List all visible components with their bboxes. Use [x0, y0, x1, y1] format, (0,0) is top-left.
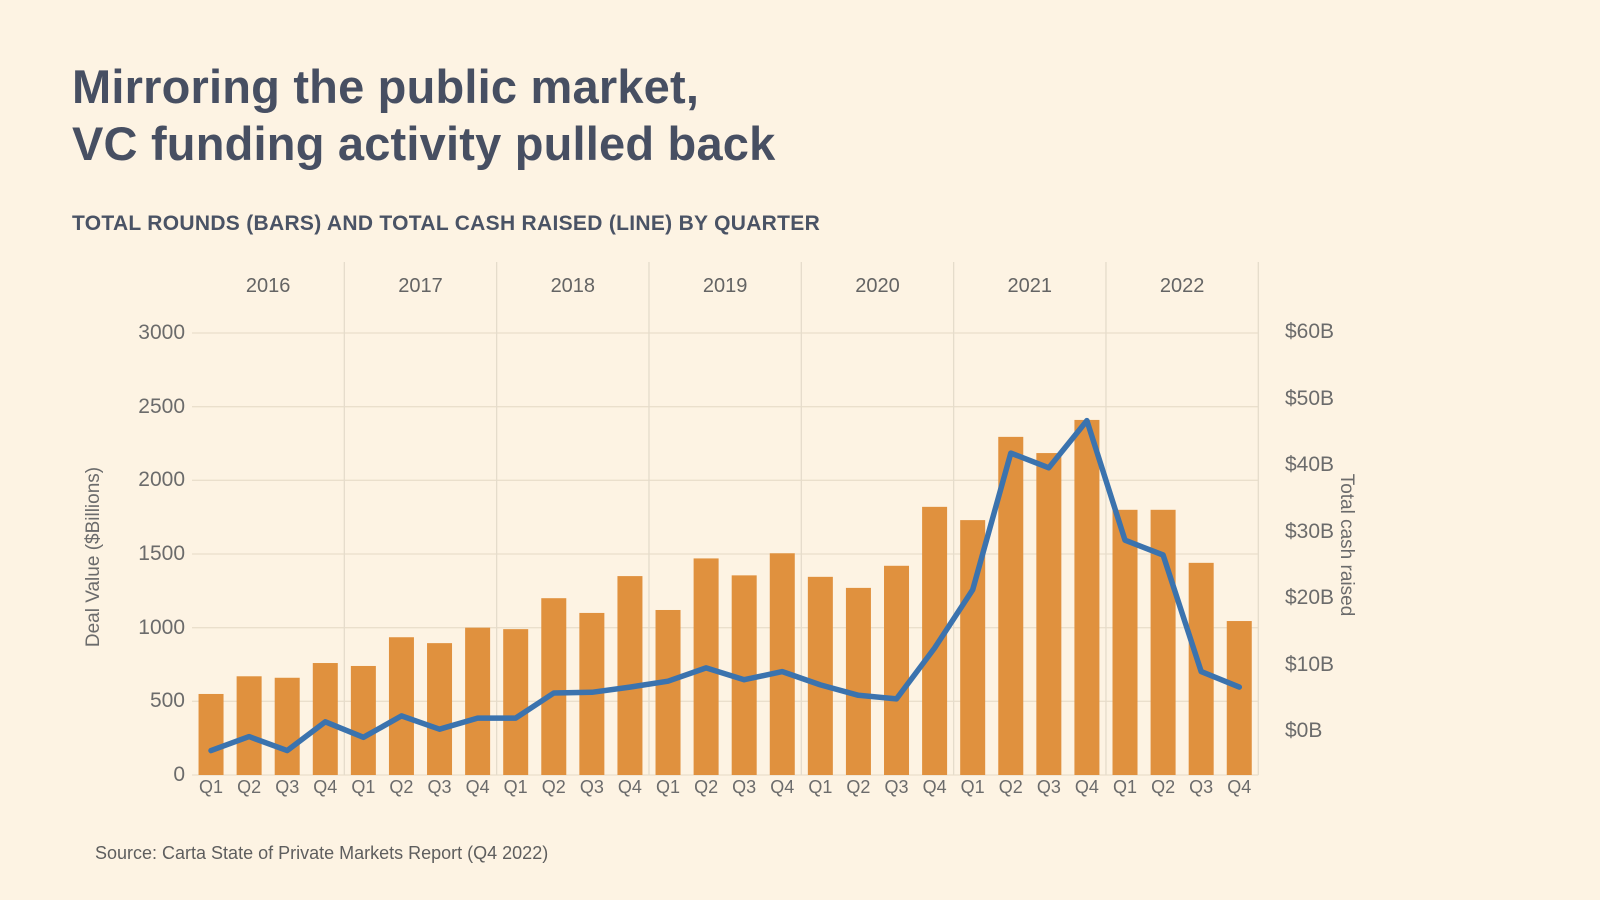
left-axis-tick: 1500	[138, 542, 185, 565]
quarter-label: Q2	[846, 777, 871, 797]
left-axis-tick: 2500	[138, 394, 185, 418]
quarter-label: Q1	[656, 777, 681, 797]
quarter-label: Q1	[1112, 777, 1137, 797]
rounds-bar	[884, 565, 910, 775]
right-axis-tick: $10B	[1285, 652, 1335, 676]
year-label: 2019	[702, 275, 748, 297]
rounds-bar	[541, 598, 567, 775]
quarter-label: Q2	[389, 777, 414, 797]
rounds-bar	[845, 587, 871, 775]
left-axis-tick: 1000	[138, 615, 185, 639]
quarter-label: Q4	[465, 777, 490, 797]
rounds-bar	[1074, 419, 1100, 775]
quarter-label: Q4	[1074, 777, 1099, 797]
year-label: 2016	[245, 275, 291, 297]
right-axis-tick: $30B	[1285, 519, 1335, 543]
rounds-bar	[922, 506, 948, 775]
rounds-bar	[198, 693, 224, 775]
quarter-label: Q3	[1189, 777, 1214, 797]
quarter-label: Q4	[1227, 777, 1252, 797]
quarter-label: Q4	[770, 777, 795, 797]
left-axis-tick: 2000	[138, 468, 185, 492]
right-axis-tick: $0B	[1285, 719, 1323, 742]
rounds-bar	[388, 637, 414, 775]
chart-subtitle: TOTAL ROUNDS (BARS) AND TOTAL CASH RAISE…	[72, 212, 821, 235]
quarter-label: Q2	[541, 777, 566, 797]
chart-title-line1: Mirroring the public market,	[72, 60, 700, 113]
quarter-label: Q2	[237, 777, 262, 797]
rounds-bar	[1112, 509, 1138, 775]
rounds-bar	[503, 629, 529, 775]
left-axis-tick: 500	[149, 689, 185, 713]
quarter-label: Q2	[1151, 777, 1176, 797]
quarter-label: Q4	[922, 777, 947, 797]
rounds-bar	[617, 576, 643, 775]
source-note: Source: Carta State of Private Markets R…	[95, 843, 549, 863]
rounds-bar	[274, 677, 300, 775]
quarter-label: Q3	[732, 777, 757, 797]
year-label: 2020	[855, 275, 900, 297]
quarter-label: Q3	[884, 777, 909, 797]
right-axis-tick: $40B	[1285, 453, 1335, 476]
cash-raised-line	[208, 417, 1243, 754]
rounds-bar	[427, 643, 453, 775]
quarter-label: Q3	[427, 777, 452, 797]
year-label: 2021	[1007, 275, 1053, 297]
year-label: 2017	[398, 275, 443, 297]
quarter-label: Q1	[199, 777, 224, 797]
right-axis-tick: $20B	[1285, 586, 1335, 609]
left-axis-tick: 0	[173, 763, 185, 786]
quarter-label: Q1	[503, 777, 528, 797]
quarter-label: Q3	[1036, 777, 1061, 797]
rounds-bar	[465, 627, 491, 775]
quarter-label: Q4	[617, 777, 642, 797]
quarter-label: Q1	[808, 777, 833, 797]
right-axis-title: Total cash raised	[1336, 473, 1357, 617]
year-label: 2022	[1159, 275, 1205, 297]
right-axis-tick: $50B	[1285, 386, 1335, 410]
rounds-bar	[312, 663, 338, 775]
rounds-bar	[1226, 621, 1252, 775]
quarter-label: Q3	[275, 777, 300, 797]
left-axis-tick: 3000	[138, 321, 185, 344]
quarter-label: Q2	[694, 777, 719, 797]
rounds-bar	[807, 576, 833, 775]
quarter-label: Q1	[351, 777, 376, 797]
right-axis-tick: $60B	[1285, 320, 1335, 343]
quarter-label: Q3	[579, 777, 604, 797]
rounds-bar	[236, 676, 262, 775]
chart-title-line2: VC funding activity pulled back	[72, 117, 776, 170]
rounds-bar	[1036, 453, 1062, 775]
rounds-bar	[655, 609, 681, 775]
rounds-bar	[769, 553, 795, 775]
quarter-label: Q4	[313, 777, 338, 797]
rounds-bar	[350, 665, 376, 775]
quarter-label: Q2	[998, 777, 1023, 797]
chart-title: Mirroring the public market, VC funding …	[72, 58, 775, 172]
year-label: 2018	[550, 275, 596, 297]
left-axis-title: Deal Value ($Billions)	[83, 466, 104, 648]
quarter-label: Q1	[960, 777, 985, 797]
